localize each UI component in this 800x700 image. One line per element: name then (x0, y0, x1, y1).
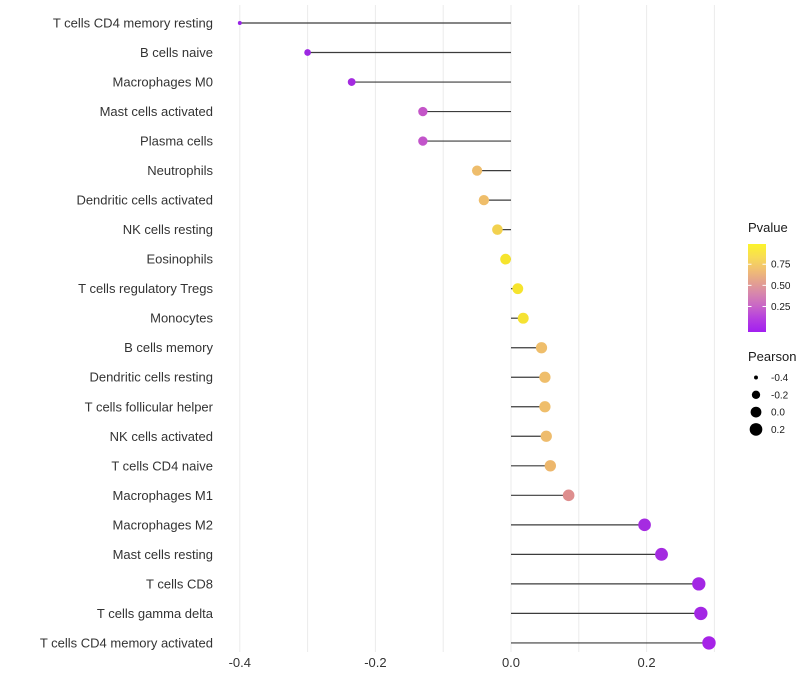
lollipop-dot (694, 606, 708, 621)
y-axis-label: Dendritic cells resting (89, 370, 213, 385)
colorbar-tick-label: 0.75 (771, 260, 791, 271)
lollipop-dot (535, 342, 548, 354)
y-axis-label: T cells follicular helper (85, 399, 214, 414)
y-axis-label: Macrophages M1 (113, 488, 213, 503)
pearson-size-dot (754, 375, 758, 380)
x-axis-labels: -0.4 -0.2 0.0 0.2 (229, 655, 656, 670)
lollipop-dot (540, 430, 552, 442)
gridlines (239, 5, 715, 652)
y-axis-label: Mast cells resting (113, 547, 213, 562)
lollipop-dot (500, 253, 511, 265)
y-axis-labels: T cells CD4 memory resting B cells naive M… (40, 16, 214, 651)
legend: Pvalue 0.75 0.50 0.25 Pearson -0.4 -0.2 0.0 0… (748, 220, 796, 436)
y-axis-label: Monocytes (150, 311, 213, 326)
y-axis-label: Macrophages M2 (113, 517, 213, 532)
y-axis-label: Macrophages M0 (113, 75, 213, 90)
y-axis-label: B cells naive (140, 45, 213, 60)
lollipop-dot (655, 547, 668, 561)
lollipop-dot (471, 165, 483, 176)
lollipop-dot (562, 489, 575, 502)
lollipop-dot (418, 136, 428, 146)
lollipop-dot (539, 401, 551, 413)
y-axis-label: NK cells activated (110, 429, 213, 444)
lollipop-dot (539, 371, 551, 383)
lollipop-dot (692, 577, 706, 591)
y-axis-label: T cells CD4 naive (111, 458, 213, 473)
y-axis-label: NK cells resting (123, 222, 213, 237)
pvalue-colorbar-ticks: 0.75 0.50 0.25 (748, 260, 791, 313)
lollipop-stems (239, 22, 709, 644)
lollipop-dot (347, 78, 356, 86)
y-axis-label: B cells memory (124, 340, 213, 355)
y-axis-label: T cells CD4 memory resting (53, 16, 213, 31)
pearson-size-label: 0.2 (771, 425, 785, 436)
y-axis-label: Eosinophils (147, 252, 214, 267)
y-axis-label: Plasma cells (140, 134, 213, 149)
lollipop-dots (237, 21, 716, 650)
pearson-size-label: -0.2 (771, 390, 789, 401)
pearson-size-dot (750, 406, 762, 418)
lollipop-dot (638, 518, 651, 532)
lollipop-dot (304, 49, 311, 56)
y-axis-label: T cells gamma delta (97, 606, 214, 621)
pvalue-colorbar (748, 244, 766, 332)
colorbar-tick-label: 0.50 (771, 281, 791, 292)
pearson-size-dot (751, 390, 761, 399)
y-axis-label: T cells regulatory Tregs (78, 281, 213, 296)
lollipop-dot (492, 224, 503, 235)
lollipop-dot (512, 283, 524, 295)
y-axis-label: Mast cells activated (100, 104, 213, 119)
x-axis-tick-label: -0.2 (364, 655, 386, 670)
pearson-legend-title: Pearson (748, 349, 796, 364)
y-axis-label: Dendritic cells activated (76, 193, 213, 208)
lollipop-dot (237, 21, 242, 25)
x-axis-tick-label: 0.2 (638, 655, 656, 670)
y-axis-label: T cells CD4 memory activated (40, 635, 213, 650)
pearson-size-legend: -0.4 -0.2 0.0 0.2 (749, 373, 789, 436)
pearson-size-label: -0.4 (771, 373, 789, 384)
lollipop-dot (702, 636, 716, 650)
lollipop-dot (544, 460, 557, 472)
x-axis-tick-label: 0.0 (502, 655, 520, 670)
lollipop-dot (478, 194, 490, 206)
lollipop-dot (517, 312, 529, 324)
x-axis-tick-label: -0.4 (229, 655, 251, 670)
pearson-size-label: 0.0 (771, 408, 785, 419)
pearson-size-dot (749, 423, 763, 436)
lollipop-dot (418, 106, 428, 117)
pvalue-legend-title: Pvalue (748, 220, 788, 235)
colorbar-tick-label: 0.25 (771, 302, 791, 313)
y-axis-label: T cells CD8 (146, 576, 213, 591)
y-axis-label: Neutrophils (147, 163, 213, 178)
